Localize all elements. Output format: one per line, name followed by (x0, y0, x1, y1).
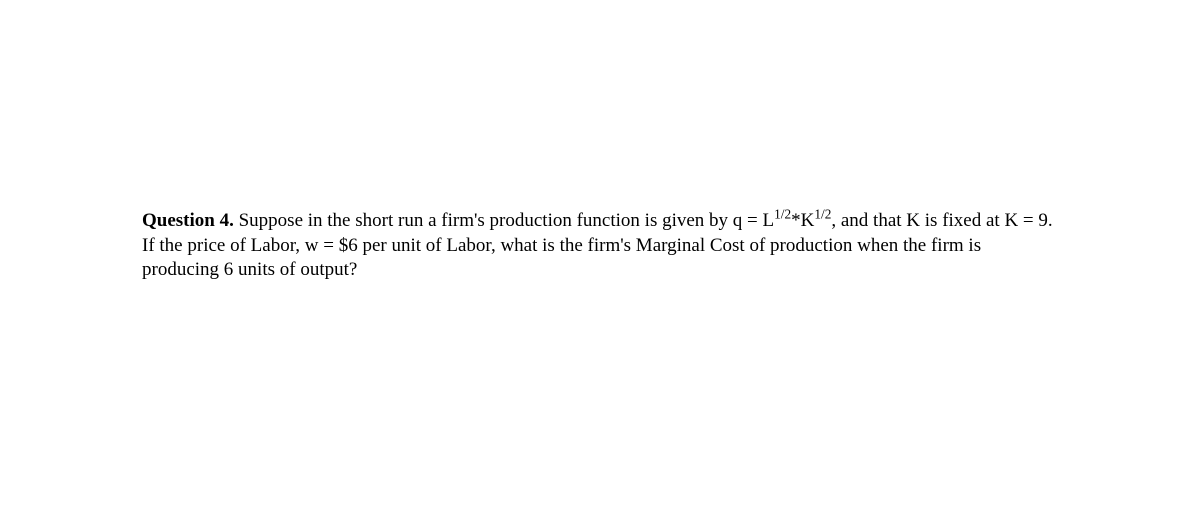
question-label: Question 4. (142, 210, 234, 231)
question-text-2: *K (791, 210, 814, 231)
question-block: Question 4. Suppose in the short run a f… (142, 190, 1062, 302)
question-text-1: Suppose in the short run a firm's produc… (234, 210, 774, 231)
exponent-2: 1/2 (814, 207, 831, 222)
exponent-1: 1/2 (774, 207, 791, 222)
question-paragraph: Question 4. Suppose in the short run a f… (142, 209, 1062, 283)
